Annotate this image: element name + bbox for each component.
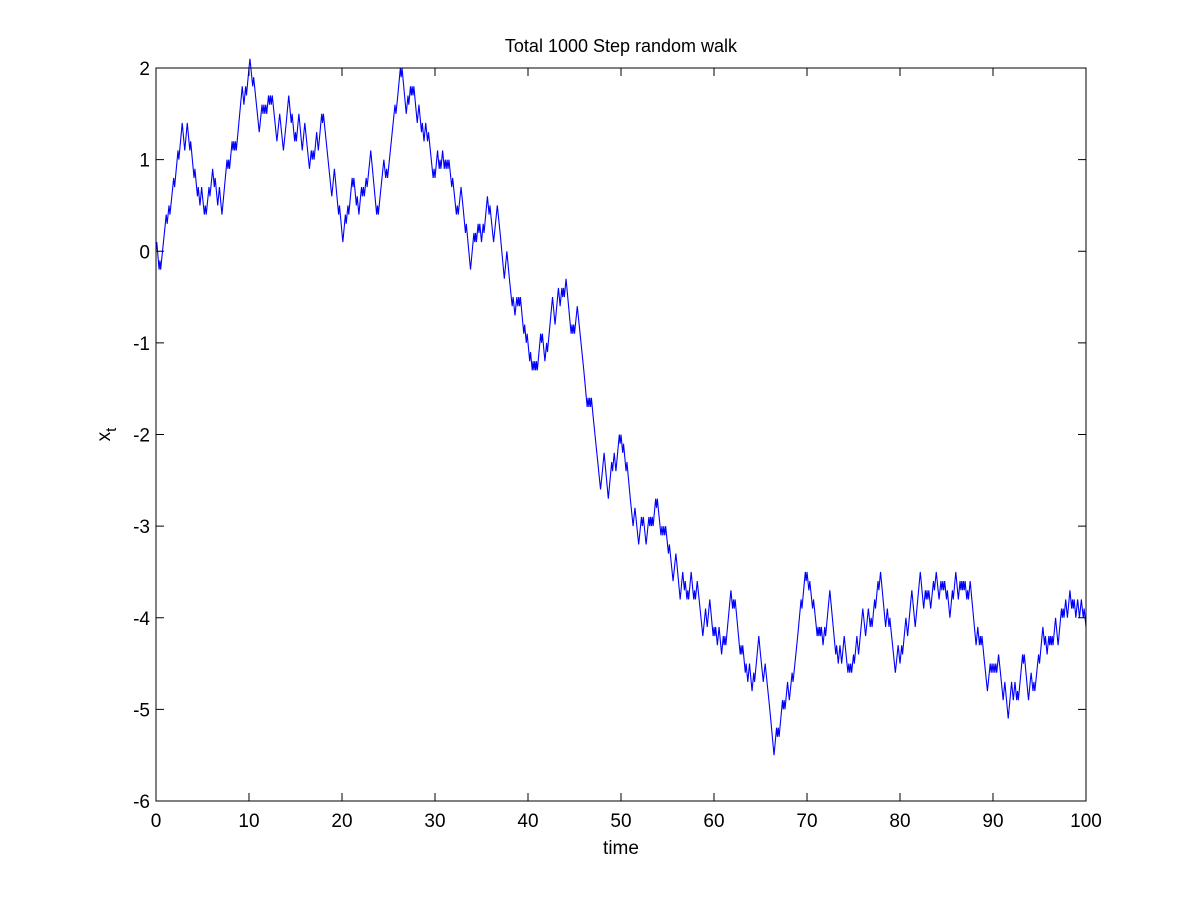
y-axis-label: xt bbox=[94, 427, 120, 442]
x-tick-label: 80 bbox=[889, 811, 910, 832]
x-tick-label: 50 bbox=[610, 811, 631, 832]
plot-area bbox=[155, 58, 1087, 756]
x-tick-label: 40 bbox=[517, 811, 538, 832]
x-tick-label: 60 bbox=[703, 811, 724, 832]
series-line bbox=[155, 58, 1087, 756]
y-tick-label: -5 bbox=[133, 700, 150, 721]
chart-title: Total 1000 Step random walk bbox=[505, 36, 738, 56]
x-tick-label: 20 bbox=[331, 811, 352, 832]
y-tick-label: 2 bbox=[139, 59, 150, 80]
x-tick-label: 100 bbox=[1070, 811, 1102, 832]
x-tick-label: 10 bbox=[238, 811, 259, 832]
x-tick-label: 70 bbox=[796, 811, 817, 832]
y-tick-label: -4 bbox=[133, 609, 150, 630]
y-tick-label: -1 bbox=[133, 334, 150, 355]
x-tick-label: 0 bbox=[151, 811, 162, 832]
y-tick-label: -2 bbox=[133, 426, 150, 447]
y-axis-label-subscript: t bbox=[103, 427, 120, 432]
x-tick-label: 30 bbox=[424, 811, 445, 832]
x-ticks: 0 10 20 30 40 50 60 70 80 90 100 bbox=[151, 68, 1102, 832]
y-ticks: -6 -5 -4 -3 -2 -1 0 1 2 bbox=[133, 59, 1086, 813]
x-axis-label: time bbox=[603, 838, 639, 859]
y-axis-label-main: x bbox=[94, 431, 115, 441]
y-tick-label: -6 bbox=[133, 792, 150, 813]
y-tick-label: 1 bbox=[139, 151, 150, 172]
y-tick-label: -3 bbox=[133, 517, 150, 538]
y-tick-label: 0 bbox=[139, 242, 150, 263]
x-tick-label: 90 bbox=[982, 811, 1003, 832]
svg-text:xt: xt bbox=[94, 427, 120, 442]
